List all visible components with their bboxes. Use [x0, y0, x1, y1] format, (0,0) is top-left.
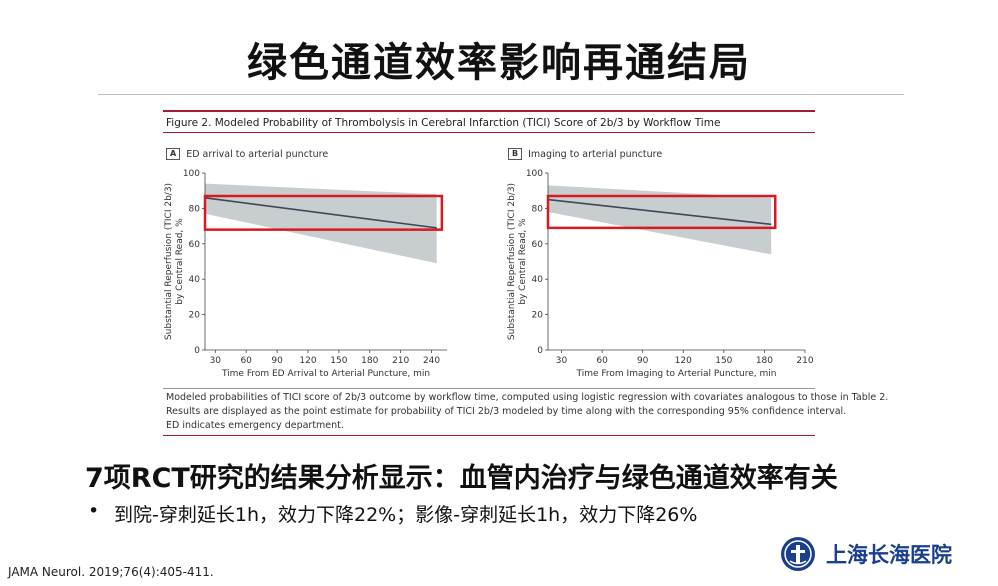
panel-b-y-tick-label: 100: [526, 169, 543, 179]
panel-b-y-axis-label: Substantial Reperfusion (TICI 2b/3): [507, 183, 517, 340]
panel-a-y-tick-label: 20: [189, 311, 201, 321]
slide-headline: 7项RCT研究的结果分析显示：血管内治疗与绿色通道效率有关: [85, 463, 838, 494]
panel-a-x-tick-label: 180: [361, 356, 378, 366]
figure-caption-rule: [163, 132, 815, 133]
panel-a-x-tick-label: 90: [271, 356, 283, 366]
panel-b-y-axis-label-line2: by Central Read, %: [518, 218, 528, 305]
bullet-item: • 到院-穿刺延长1h，效力下降22%；影像-穿刺延长1h，效力下降26%: [88, 500, 697, 527]
panel-b-ci-band: [548, 185, 772, 255]
panel-a-x-axis-label: Time From ED Arrival to Arterial Punctur…: [221, 369, 430, 379]
panel-b-x-tick-label: 90: [637, 356, 649, 366]
panel-b-label: B Imaging to arterial puncture: [508, 148, 662, 160]
hospital-logo-block: 上海长海医院: [780, 536, 952, 572]
panel-b-y-tick-label: 60: [532, 240, 544, 250]
figure-note-rule: [163, 388, 815, 389]
hospital-emblem-icon: [781, 537, 815, 571]
figure-note-2: Results are displayed as the point estim…: [166, 406, 847, 417]
figure-note-3: ED indicates emergency department.: [166, 420, 344, 431]
citation: JAMA Neurol. 2019;76(4):405-411.: [8, 565, 214, 579]
figure-note-1: Modeled probabilities of TICI score of 2…: [166, 392, 889, 403]
panel-a-x-tick-label: 150: [330, 356, 347, 366]
bullet-text: 到院-穿刺延长1h，效力下降22%；影像-穿刺延长1h，效力下降26%: [114, 504, 698, 526]
panel-a-series-line: [204, 196, 437, 229]
panel-a-x-tick-label: 60: [240, 356, 252, 366]
panel-a-y-tick-label: 40: [189, 275, 201, 285]
title-divider: [98, 94, 904, 95]
panel-b-series-line: [547, 198, 772, 226]
figure-caption: Figure 2. Modeled Probability of Thrombo…: [166, 117, 721, 129]
panel-b-x-tick-label: 210: [796, 356, 813, 366]
hospital-name: 上海长海医院: [826, 543, 952, 567]
panel-a-x-tick-label: 210: [392, 356, 409, 366]
panel-a-highlight-box: [203, 194, 444, 231]
panel-a-y-axis-label-line2: by Central Read, %: [175, 218, 185, 305]
panel-a-y-tick-label: 60: [189, 240, 201, 250]
panel-b-x-tick-label: 180: [756, 356, 773, 366]
panel-b-y-tick-label: 20: [532, 311, 544, 321]
figure-bottom-rule: [163, 435, 815, 436]
panel-b-x-tick-label: 150: [715, 356, 732, 366]
panel-b-y-tick-label: 40: [532, 275, 544, 285]
panel-a-y-tick-label: 80: [189, 204, 201, 214]
bullet-marker: •: [88, 500, 100, 522]
panel-b-y-tick-label: 80: [532, 204, 544, 214]
panel-b-title: Imaging to arterial puncture: [528, 148, 663, 160]
panel-a-x-tick-label: 30: [210, 356, 222, 366]
slide-title: 绿色通道效率影响再通结局: [247, 40, 751, 86]
panel-a-ci-band: [205, 183, 437, 264]
panel-b-highlight-box: [546, 194, 777, 230]
panel-a-letter: A: [166, 148, 181, 160]
panel-a-x-tick-label: 120: [299, 356, 316, 366]
panel-a-y-axis-label: Substantial Reperfusion (TICI 2b/3): [164, 183, 174, 340]
panel-a-x-tick-label: 240: [423, 356, 440, 366]
panel-b-x-tick-label: 120: [675, 356, 692, 366]
panel-b-x-tick-label: 60: [596, 356, 608, 366]
panel-a-title: ED arrival to arterial puncture: [186, 148, 329, 160]
panel-b-y-tick-label: 0: [537, 346, 543, 356]
panel-b-x-tick-label: 30: [556, 356, 568, 366]
panel-a-label: A ED arrival to arterial puncture: [166, 148, 328, 160]
panel-a-y-tick-label: 0: [194, 346, 200, 356]
figure-top-rule: [163, 110, 815, 112]
panel-b-x-axis-label: Time From Imaging to Arterial Puncture, …: [576, 369, 777, 379]
panel-a-y-tick-label: 100: [183, 169, 200, 179]
panel-b-letter: B: [508, 148, 523, 160]
